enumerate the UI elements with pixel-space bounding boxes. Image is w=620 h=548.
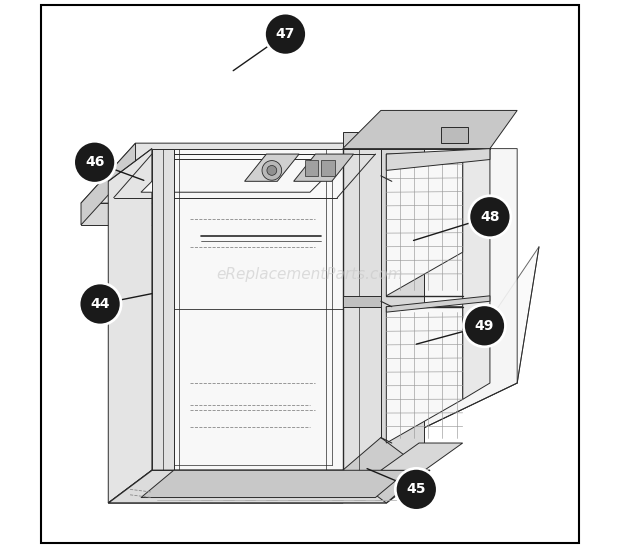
Text: eReplacementParts.com: eReplacementParts.com (216, 266, 404, 282)
Polygon shape (381, 149, 425, 470)
Polygon shape (81, 203, 353, 225)
Circle shape (267, 165, 277, 175)
Circle shape (471, 197, 510, 236)
Polygon shape (108, 470, 386, 503)
Polygon shape (386, 307, 463, 443)
Polygon shape (141, 470, 408, 498)
Polygon shape (381, 443, 463, 470)
Polygon shape (441, 127, 468, 143)
Polygon shape (343, 111, 517, 149)
Polygon shape (343, 149, 381, 470)
Polygon shape (381, 247, 539, 448)
Circle shape (263, 12, 308, 56)
Polygon shape (141, 159, 343, 192)
Text: 46: 46 (85, 155, 104, 169)
Circle shape (81, 284, 120, 324)
Polygon shape (386, 296, 490, 312)
Circle shape (397, 470, 436, 509)
Polygon shape (463, 149, 490, 399)
Circle shape (462, 304, 507, 348)
Polygon shape (304, 159, 318, 176)
Polygon shape (113, 154, 376, 198)
Polygon shape (244, 154, 299, 181)
Circle shape (394, 467, 439, 512)
Text: 49: 49 (475, 319, 494, 333)
Circle shape (262, 161, 281, 180)
Polygon shape (81, 143, 408, 203)
Polygon shape (381, 149, 517, 448)
Polygon shape (294, 154, 353, 181)
Polygon shape (321, 159, 335, 176)
Text: 48: 48 (480, 210, 500, 224)
Polygon shape (386, 154, 463, 296)
Polygon shape (108, 149, 152, 503)
Circle shape (465, 306, 504, 345)
Polygon shape (343, 437, 425, 503)
Polygon shape (343, 296, 381, 307)
Circle shape (467, 195, 512, 239)
Circle shape (266, 14, 305, 54)
Circle shape (78, 282, 122, 327)
Polygon shape (152, 149, 343, 470)
Polygon shape (386, 149, 490, 170)
Polygon shape (81, 143, 136, 225)
Polygon shape (152, 149, 174, 470)
Polygon shape (108, 149, 152, 181)
Circle shape (75, 142, 114, 182)
Polygon shape (343, 132, 490, 149)
Text: 47: 47 (276, 27, 295, 41)
Text: 45: 45 (407, 482, 426, 496)
Polygon shape (108, 470, 430, 503)
Text: 44: 44 (91, 297, 110, 311)
Circle shape (73, 140, 117, 185)
